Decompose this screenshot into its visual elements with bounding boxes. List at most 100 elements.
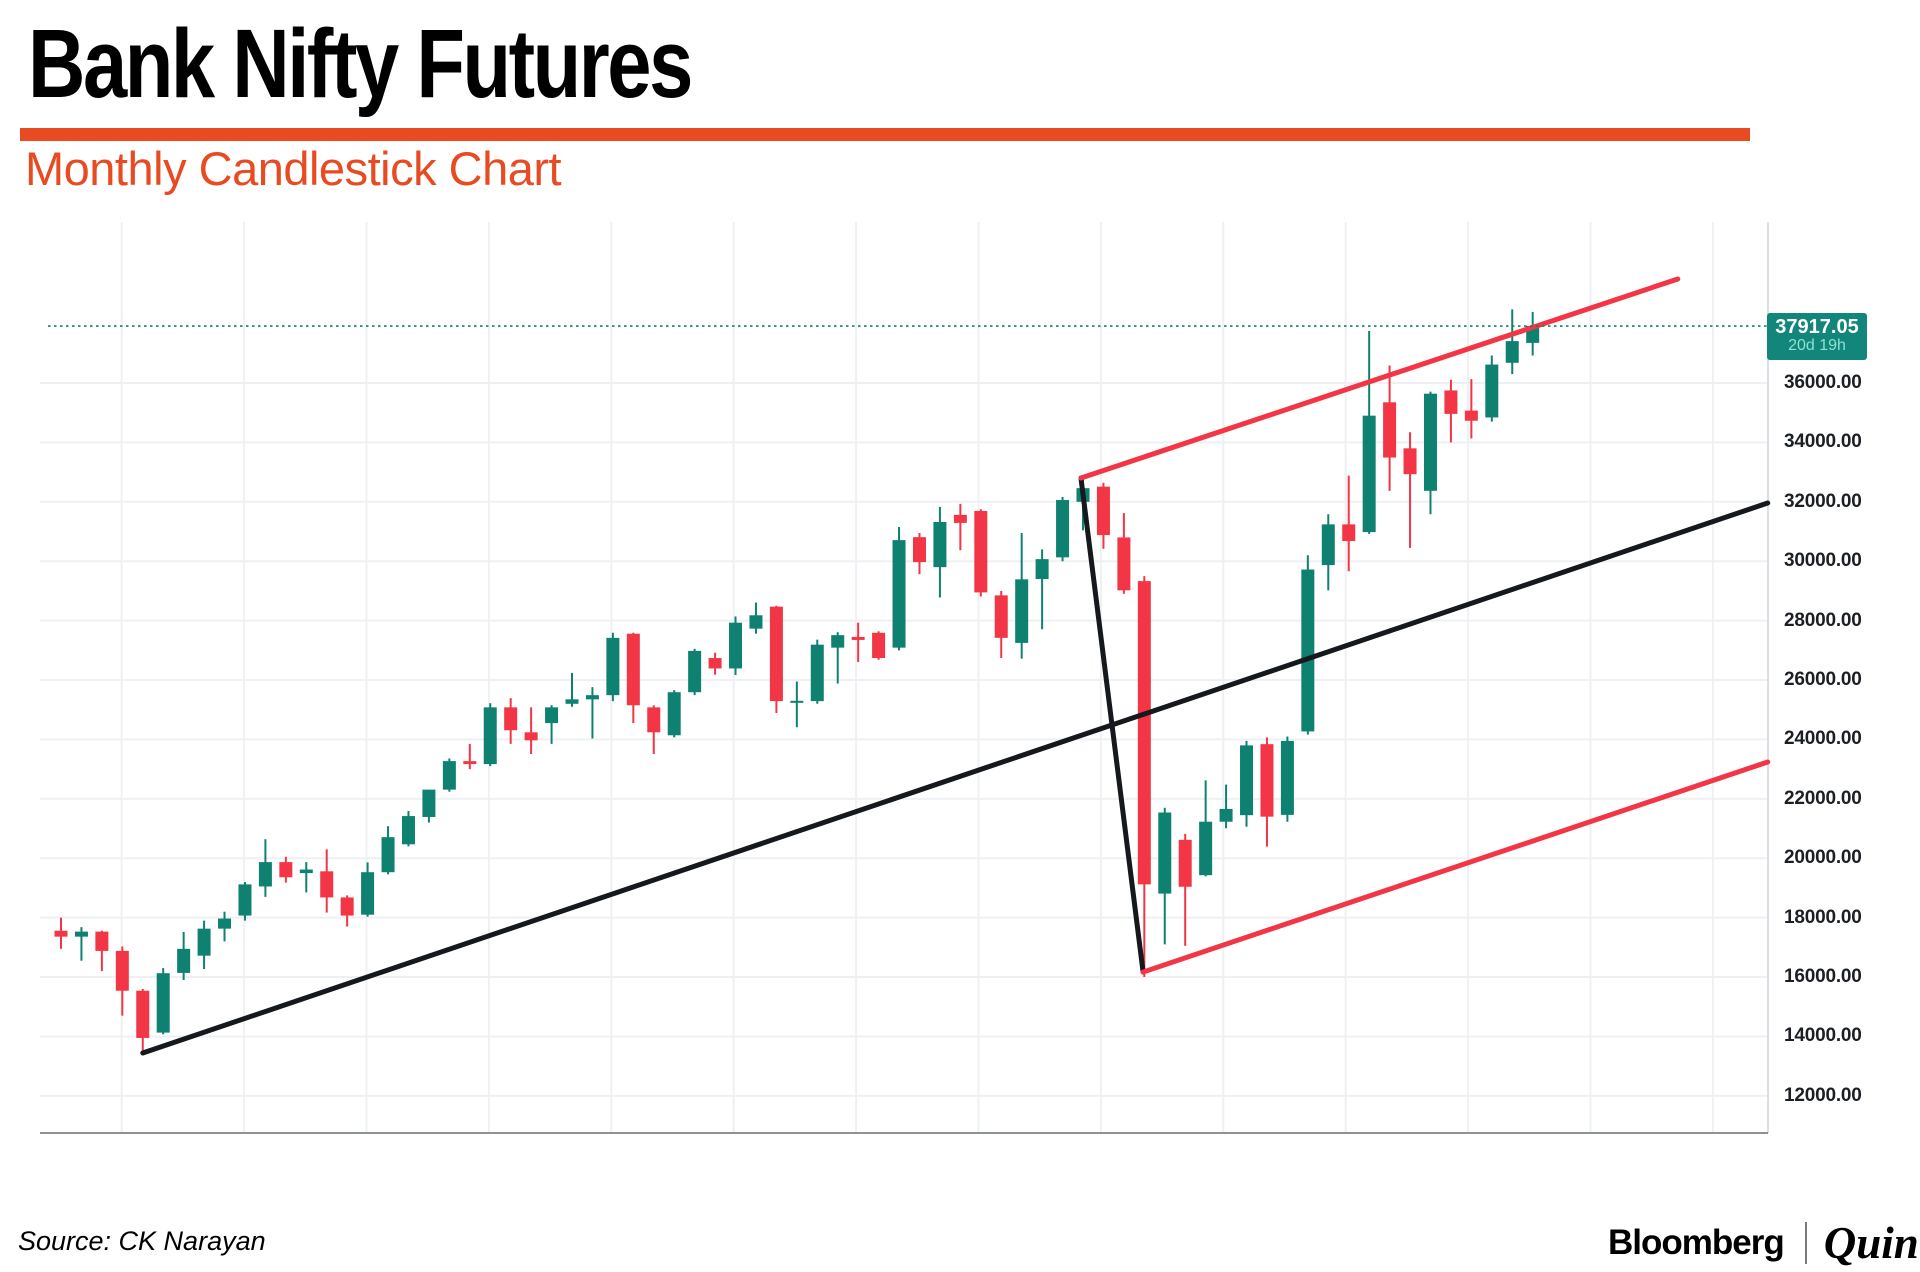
candle-body [1464, 410, 1478, 421]
candle-body [1219, 808, 1233, 822]
candle-body [626, 633, 640, 706]
y-axis-tick: 18000.00 [1784, 906, 1862, 928]
candle-body [1403, 448, 1417, 475]
candle-body [545, 707, 559, 724]
candle-body [340, 897, 354, 916]
y-axis-tick: 14000.00 [1784, 1025, 1862, 1047]
candle-body [1158, 812, 1172, 894]
candle-body [1342, 524, 1356, 542]
source-note: Source: CK Narayan [18, 1226, 266, 1256]
candle-body [156, 973, 170, 1033]
candle-body [258, 862, 272, 887]
candle-body [1096, 486, 1110, 536]
page-title: Bank Nifty Futures [28, 9, 693, 118]
candle-body [1260, 744, 1274, 817]
last-price-value: 37917.05 [1775, 316, 1859, 339]
candle-body [1056, 500, 1070, 558]
candle-body [769, 606, 783, 702]
candle-body [524, 732, 538, 741]
bloomberg-wordmark: Bloomberg [1608, 1223, 1785, 1262]
channel-lower-line[interactable] [1140, 759, 1771, 975]
candle-body [647, 707, 661, 733]
y-axis-tick: 22000.00 [1784, 787, 1862, 809]
candle-body [1321, 524, 1335, 566]
candle-body [585, 695, 599, 700]
candle-body [953, 514, 967, 523]
candle-body [708, 658, 722, 669]
candle-body [749, 615, 763, 629]
candle-body [933, 522, 947, 568]
candle-body [442, 761, 456, 790]
candle-body [1485, 364, 1499, 418]
y-axis-tick: 32000.00 [1784, 490, 1862, 512]
candle-body [1280, 740, 1294, 815]
candle-body [177, 948, 191, 973]
primary-ascending-trendline[interactable] [140, 500, 1771, 1056]
candle-body [136, 990, 150, 1038]
last-price-badge: 37917.05 20d 19h [1767, 312, 1867, 360]
y-axis-tick: 34000.00 [1784, 431, 1862, 453]
candle-body [218, 918, 232, 929]
candle-body [1117, 537, 1131, 591]
candle-body [790, 700, 804, 703]
y-axis-tick: 16000.00 [1784, 966, 1862, 988]
title-underline [20, 128, 1750, 141]
candle-body [279, 862, 293, 878]
brand-separator [1804, 1222, 1807, 1264]
candle-body [74, 931, 88, 937]
brand-logo: Bloomberg Quint [1608, 1218, 1920, 1268]
candle-body [422, 789, 436, 817]
candle-body [1383, 402, 1397, 458]
candle-body [299, 869, 313, 874]
y-axis-tick: 12000.00 [1784, 1084, 1862, 1106]
candle-body [401, 816, 415, 845]
candle-body [115, 950, 129, 991]
last-price-countdown: 20d 19h [1788, 337, 1846, 355]
candle-body [95, 931, 109, 951]
candle-body [483, 707, 497, 765]
candle-body [872, 632, 886, 659]
candle-body [565, 699, 579, 704]
candle-body [197, 928, 211, 956]
candle-body [1362, 415, 1376, 533]
candle-body [1423, 393, 1437, 491]
candle-body [504, 707, 518, 731]
candle-body [1015, 579, 1029, 643]
candle-body [851, 636, 865, 640]
candle-body [974, 511, 988, 593]
candle-body [994, 595, 1008, 638]
y-axis-tick: 30000.00 [1784, 550, 1862, 572]
candle-body [831, 635, 845, 648]
candle-body [1035, 559, 1049, 580]
candle-body [606, 637, 620, 696]
candle-body [381, 837, 395, 873]
candle-body [810, 644, 824, 702]
y-axis-tick: 28000.00 [1784, 609, 1862, 631]
candle-body [1199, 821, 1213, 876]
candle-body [1301, 569, 1315, 732]
candle-body [54, 930, 68, 937]
channel-upper-line[interactable] [1078, 276, 1681, 481]
candle-body [361, 872, 375, 915]
candle-body [688, 650, 702, 693]
candle-body [1505, 341, 1519, 363]
y-axis-tick: 20000.00 [1784, 847, 1862, 869]
peak-to-trough-line[interactable] [1078, 475, 1146, 975]
candle-body [729, 622, 743, 669]
candle-body [463, 761, 477, 765]
y-axis-tick: 26000.00 [1784, 669, 1862, 691]
candle-body [1240, 745, 1254, 816]
page-subtitle: Monthly Candlestick Chart [25, 142, 562, 195]
candle-body [667, 692, 681, 736]
quint-wordmark: Quint [1823, 1218, 1920, 1268]
y-axis-tick: 24000.00 [1784, 728, 1862, 750]
candle-body [1137, 581, 1151, 885]
candle-body [238, 884, 252, 916]
y-axis-tick: 36000.00 [1784, 371, 1862, 393]
candle-body [892, 540, 906, 648]
candle-body [1178, 839, 1192, 887]
candle-body [320, 871, 334, 898]
candle-body [912, 537, 926, 563]
